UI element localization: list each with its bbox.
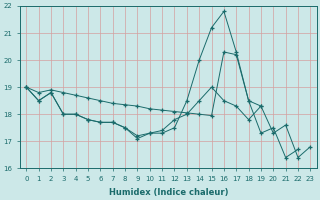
X-axis label: Humidex (Indice chaleur): Humidex (Indice chaleur) bbox=[108, 188, 228, 197]
